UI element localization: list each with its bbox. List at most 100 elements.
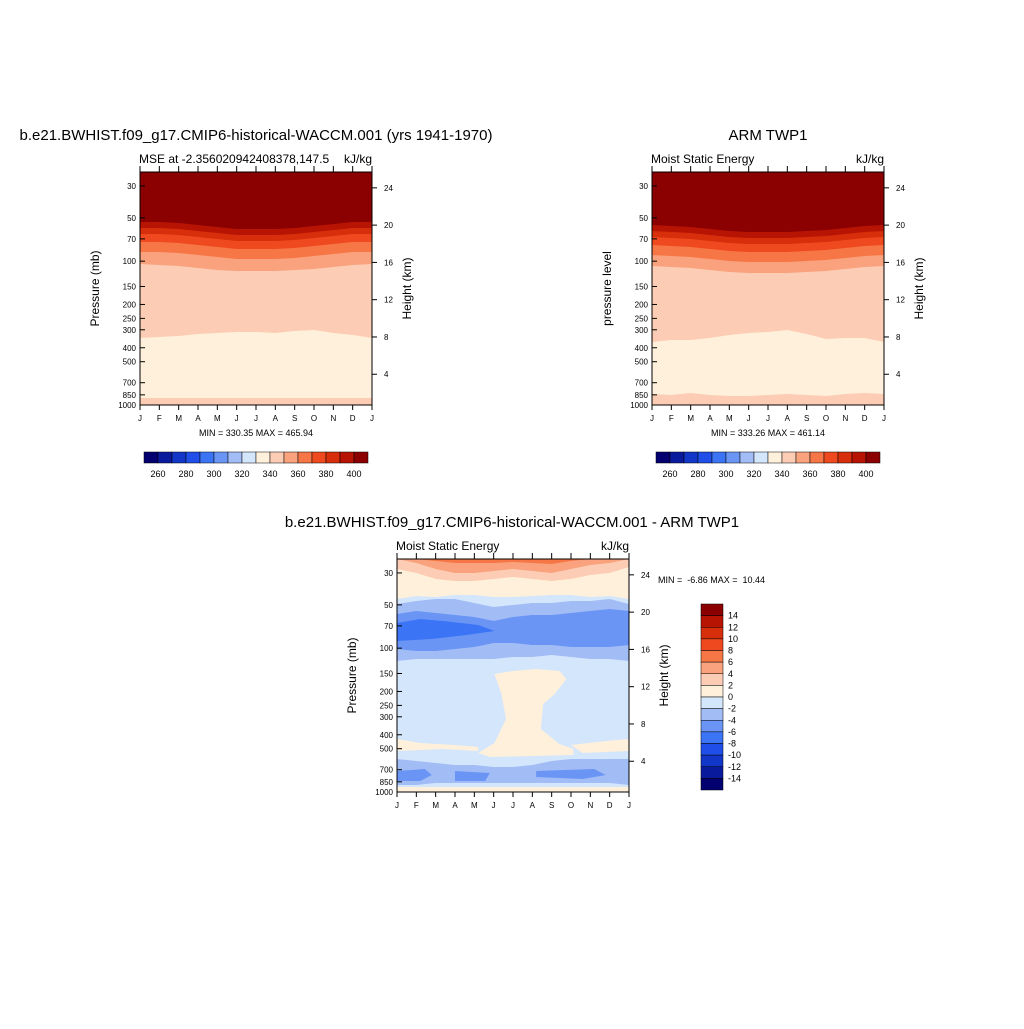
y2-tick-label: 24 xyxy=(384,184,393,193)
colorbar-label: 0 xyxy=(728,692,733,702)
y2-tick-label: 20 xyxy=(641,608,650,617)
contour-fill xyxy=(397,559,629,564)
y2-tick-label: 8 xyxy=(896,333,901,342)
colorbar-label: 10 xyxy=(728,634,738,644)
y-tick-label: 1000 xyxy=(118,401,136,410)
contour-fill xyxy=(397,619,495,641)
contour-fill xyxy=(397,769,432,781)
colorbar-label: -14 xyxy=(728,773,741,783)
colorbar-label: 8 xyxy=(728,646,733,656)
x-tick-label: M xyxy=(432,801,439,810)
y-axis-label: pressure level xyxy=(600,251,614,326)
subtitle-right: kJ/kg xyxy=(344,152,372,166)
colorbar-label: 400 xyxy=(858,469,873,479)
x-tick-label: A xyxy=(195,414,201,423)
colorbar-box xyxy=(700,650,724,663)
y-tick-label: 1000 xyxy=(375,788,393,797)
colorbar-label: -12 xyxy=(728,762,741,772)
y2-tick-label: 8 xyxy=(384,333,389,342)
x-tick-label: A xyxy=(452,801,458,810)
x-tick-label: A xyxy=(707,414,713,423)
y-tick-label: 50 xyxy=(127,214,136,223)
colorbar-label: 2 xyxy=(728,680,733,690)
y-tick-label: 850 xyxy=(635,391,649,400)
colorbar-box xyxy=(199,451,215,464)
y-axis-label: Pressure (mb) xyxy=(345,637,359,713)
contour-fill xyxy=(397,739,479,751)
colorbar-box xyxy=(700,766,724,779)
colorbar-box xyxy=(255,451,271,464)
colorbar-label: -4 xyxy=(728,715,736,725)
y2-tick-label: 16 xyxy=(384,258,393,267)
colorbar-box xyxy=(241,451,257,464)
colorbar-box xyxy=(700,708,724,721)
x-tick-label: J xyxy=(138,414,142,423)
colorbar-box xyxy=(669,451,685,464)
x-tick-label: F xyxy=(157,414,162,423)
x-tick-label: A xyxy=(273,414,279,423)
y-tick-label: 300 xyxy=(635,326,649,335)
contour-fill xyxy=(140,398,372,405)
colorbar-box xyxy=(837,451,853,464)
panel-title: b.e21.BWHIST.f09_g17.CMIP6-historical-WA… xyxy=(20,127,493,144)
y2-axis-label: Height (km) xyxy=(912,257,926,319)
x-tick-label: S xyxy=(549,801,554,810)
min-max-text: MIN = 333.26 MAX = 461.14 xyxy=(711,428,825,438)
y-tick-label: 250 xyxy=(123,314,137,323)
contour-panel: ARM TWP1 Moist Static Energy kJ/kg 30 50 70 10… xyxy=(600,127,926,479)
y2-tick-label: 24 xyxy=(641,571,650,580)
colorbar-label: 260 xyxy=(150,469,165,479)
y2-tick-label: 12 xyxy=(896,296,905,305)
y2-tick-label: 12 xyxy=(641,683,650,692)
y-tick-label: 500 xyxy=(635,358,649,367)
colorbar-box xyxy=(185,451,201,464)
panel-title: b.e21.BWHIST.f09_g17.CMIP6-historical-WA… xyxy=(285,514,739,531)
contour-fill xyxy=(478,669,574,757)
y-tick-label: 70 xyxy=(639,235,648,244)
x-tick-label: N xyxy=(842,414,848,423)
y-tick-label: 500 xyxy=(123,358,137,367)
y2-tick-label: 4 xyxy=(384,370,389,379)
subtitle-right: kJ/kg xyxy=(601,539,629,553)
contour-panel: b.e21.BWHIST.f09_g17.CMIP6-historical-WA… xyxy=(20,127,493,479)
subtitle-right: kJ/kg xyxy=(856,152,884,166)
colorbar-box xyxy=(700,661,724,674)
y-tick-label: 70 xyxy=(127,235,136,244)
x-tick-label: J xyxy=(882,414,886,423)
colorbar-box xyxy=(697,451,713,464)
x-tick-label: J xyxy=(650,414,654,423)
y-tick-label: 150 xyxy=(380,669,394,678)
colorbar-label: 280 xyxy=(178,469,193,479)
y-axis-label: Pressure (mb) xyxy=(88,250,102,326)
y-tick-label: 400 xyxy=(380,731,394,740)
x-tick-label: M xyxy=(687,414,694,423)
colorbar-label: 4 xyxy=(728,669,733,679)
x-tick-label: D xyxy=(607,801,613,810)
x-tick-label: F xyxy=(414,801,419,810)
y-tick-label: 150 xyxy=(635,282,649,291)
colorbar-label: -2 xyxy=(728,704,736,714)
y-tick-label: 200 xyxy=(635,300,649,309)
colorbar-label: 380 xyxy=(830,469,845,479)
y2-tick-label: 20 xyxy=(384,221,393,230)
y-tick-label: 850 xyxy=(380,778,394,787)
y-tick-label: 100 xyxy=(380,644,394,653)
y-tick-label: 30 xyxy=(384,569,393,578)
x-tick-label: J xyxy=(235,414,239,423)
colorbar-box xyxy=(700,615,724,628)
y-tick-label: 700 xyxy=(635,379,649,388)
y-tick-label: 700 xyxy=(380,766,394,775)
subtitle-left: Moist Static Energy xyxy=(651,152,754,166)
y-tick-label: 500 xyxy=(380,745,394,754)
colorbar-label: -6 xyxy=(728,727,736,737)
x-tick-label: M xyxy=(214,414,221,423)
y-tick-label: 200 xyxy=(123,300,137,309)
colorbar-label: -8 xyxy=(728,739,736,749)
contour-fill xyxy=(455,771,490,781)
y2-tick-label: 4 xyxy=(641,757,646,766)
contour-fill xyxy=(397,787,629,792)
panel-title: ARM TWP1 xyxy=(729,127,808,144)
colorbar-label: 320 xyxy=(746,469,761,479)
y-tick-label: 100 xyxy=(635,257,649,266)
